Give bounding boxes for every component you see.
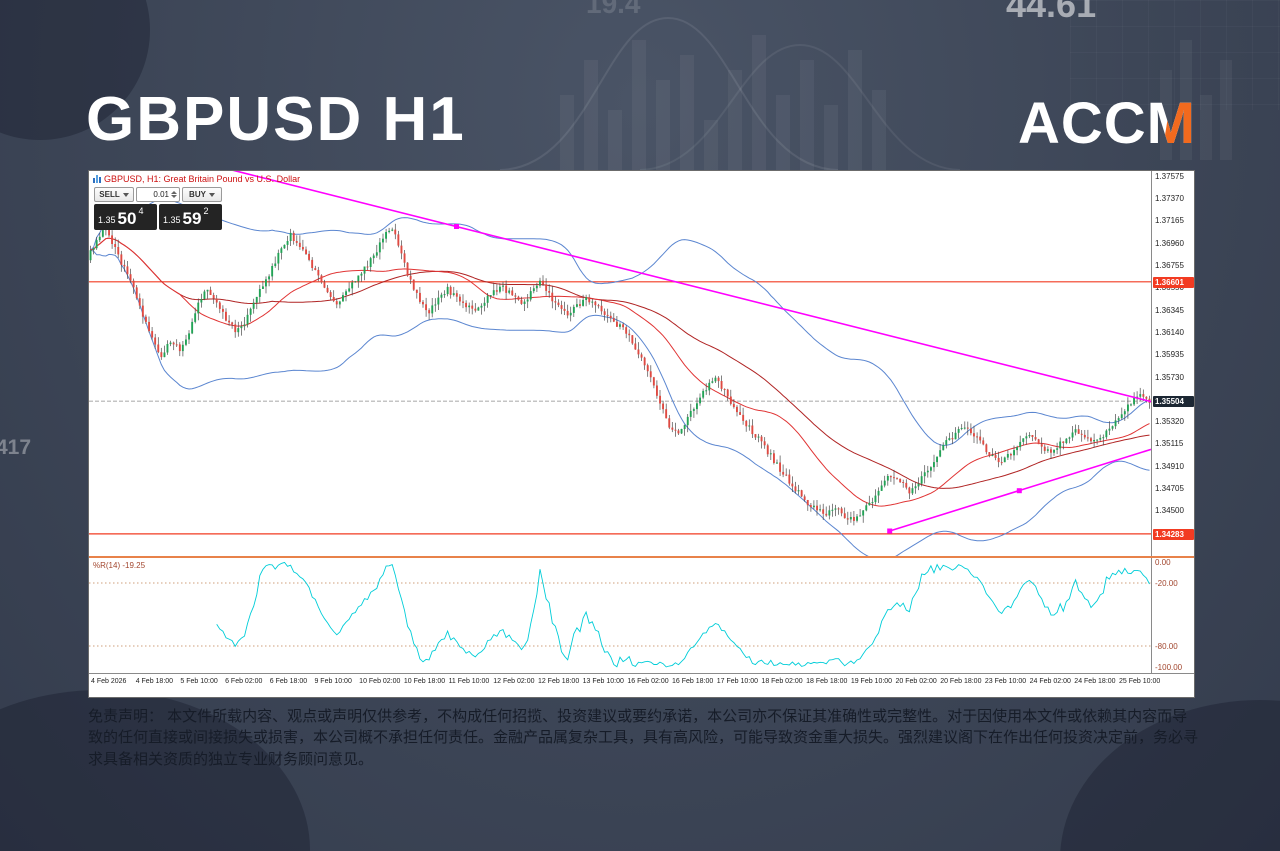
price-tick-label: 1.36755 [1155,261,1184,271]
price-level-tag: 1.36601 [1153,276,1194,288]
decor-number: 44.61 [1006,0,1097,25]
time-tick-label: 20 Feb 02:00 [895,678,937,685]
time-tick-label: 13 Feb 10:00 [582,678,624,685]
indicator-label: %R(14) -19.25 [93,561,146,570]
candles [89,218,1151,526]
time-axis[interactable]: 4 Feb 2026 4 Feb 18:00 5 Feb 10:00 6 Feb 02… [89,673,1194,697]
current-price-tag: 1.35504 [1153,396,1194,408]
time-tick-label: 18 Feb 02:00 [761,678,803,685]
price-tick-label: 1.36345 [1155,305,1184,315]
time-tick-label: 16 Feb 18:00 [672,678,714,685]
brand-logo-text: ACC [1018,91,1147,156]
time-tick-label: 25 Feb 10:00 [1119,678,1161,685]
price-tick-label: 1.34910 [1155,461,1184,471]
price-tick-label: 1.35320 [1155,417,1184,427]
brand-logo: ACCM M [1018,90,1196,157]
indicator-tick-label: -80.00 [1155,642,1178,651]
time-tick-label: 20 Feb 18:00 [940,678,982,685]
price-tick-label: 1.37165 [1155,216,1184,226]
dropdown-arrow-icon [208,192,215,197]
buy-button[interactable]: BUY [182,187,222,202]
time-tick-label: 9 Feb 10:00 [314,678,352,685]
time-tick-label: 10 Feb 18:00 [403,678,446,685]
price-chart [89,171,1151,556]
time-tick-label: 24 Feb 02:00 [1029,678,1071,685]
time-tick-label: 17 Feb 10:00 [716,678,758,685]
price-tick-label: 1.35935 [1155,350,1184,360]
time-tick-label: 10 Feb 02:00 [359,678,401,685]
pane-separator[interactable] [89,556,1194,558]
price-axis[interactable]: 1.37575 1.37370 1.37165 1.36960 1.36755 1.365… [1151,171,1194,556]
price-tick-label: 1.37370 [1155,194,1184,204]
time-tick-label: 19 Feb 10:00 [850,678,893,685]
buy-price[interactable]: 1.35 59 2 [159,204,222,230]
time-tick-label: 5 Feb 10:00 [180,678,218,685]
price-tick-label: 1.36550 [1155,283,1184,293]
indicator-tick-label: -100.00 [1155,663,1183,672]
page-title: GBPUSD H1 [86,85,466,154]
time-tick-label: 18 Feb 18:00 [806,678,848,685]
time-tick-label: 6 Feb 02:00 [225,678,263,685]
bollinger-bands [90,197,1150,556]
time-tick-label: 4 Feb 2026 [91,678,127,685]
decor-number: 417 [0,436,32,459]
price-tick-label: 1.36960 [1155,238,1184,248]
williams-r-chart [89,561,1151,668]
time-tick-label: 6 Feb 18:00 [269,678,308,685]
time-tick-label: 11 Feb 10:00 [448,678,490,685]
one-click-trading-widget: SELL 0.01 BUY 1.35 50 4 [94,187,222,230]
price-tick-label: 1.35730 [1155,372,1184,382]
price-level-tag: 1.34283 [1153,528,1194,540]
time-tick-label: 12 Feb 02:00 [493,678,535,685]
dropdown-arrow-icon [122,192,129,197]
time-tick-label: 16 Feb 02:00 [627,678,669,685]
chart-panel: GBPUSD, H1: Great Britain Pound vs U.S. … [88,170,1195,698]
time-tick-label: 4 Feb 18:00 [135,678,174,685]
chart-title-text: GBPUSD, H1: Great Britain Pound vs U.S. … [104,174,301,184]
volume-input[interactable]: 0.01 [136,187,180,202]
disclaimer-text: 免责声明： 本文件所载内容、观点或声明仅供参考，不构成任何招揽、投资建议或要约承… [88,708,1199,768]
indicator-tick-label: -20.00 [1155,579,1178,588]
price-tick-label: 1.34705 [1155,484,1184,494]
trendlines [232,171,1151,534]
time-tick-label: 12 Feb 18:00 [537,678,580,685]
price-tick-label: 1.37575 [1155,171,1184,181]
volume-spinner-icon[interactable] [171,191,177,198]
time-tick-label: 23 Feb 10:00 [984,678,1027,685]
sell-button[interactable]: SELL [94,187,134,202]
time-tick-label: 24 Feb 18:00 [1074,678,1116,685]
decor-number: 19.4 [586,0,641,19]
chart-icon [93,175,101,183]
chart-title: GBPUSD, H1: Great Britain Pound vs U.S. … [93,174,300,184]
indicator-tick-label: 0.00 [1155,558,1171,567]
price-tick-label: 1.34500 [1155,506,1184,516]
sell-price[interactable]: 1.35 50 4 [94,204,157,230]
price-tick-label: 1.35115 [1155,439,1184,449]
price-tick-label: 1.36140 [1155,327,1184,337]
indicator-axis: 0.00 -20.00 -80.00 -100.00 [1151,558,1194,673]
